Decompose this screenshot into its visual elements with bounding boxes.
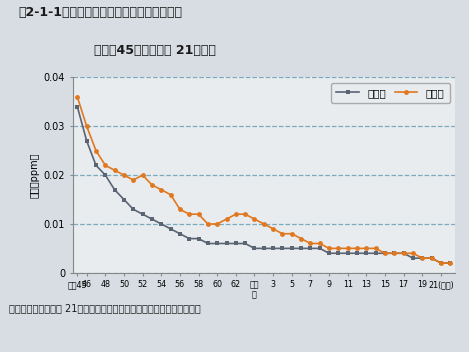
一般局 bbox=[410, 256, 416, 260]
一般局 bbox=[392, 251, 397, 256]
一般局 bbox=[270, 246, 276, 251]
自排局 bbox=[149, 183, 155, 187]
自排局 bbox=[84, 124, 90, 128]
一般局 bbox=[196, 237, 201, 241]
一般局 bbox=[75, 105, 80, 109]
一般局 bbox=[289, 246, 295, 251]
自排局 bbox=[93, 149, 99, 153]
一般局 bbox=[363, 251, 369, 256]
一般局 bbox=[447, 261, 453, 265]
一般局 bbox=[326, 251, 332, 256]
自排局 bbox=[233, 212, 239, 216]
一般局 bbox=[84, 139, 90, 143]
自排局 bbox=[112, 168, 117, 172]
自排局 bbox=[308, 241, 313, 246]
自排局 bbox=[298, 237, 304, 241]
一般局 bbox=[140, 212, 145, 216]
自排局 bbox=[438, 261, 444, 265]
Line: 一般局: 一般局 bbox=[75, 105, 453, 265]
一般局 bbox=[438, 261, 444, 265]
自排局 bbox=[280, 232, 285, 236]
一般局 bbox=[177, 232, 183, 236]
自排局 bbox=[270, 227, 276, 231]
一般局 bbox=[103, 173, 108, 177]
一般局 bbox=[242, 241, 248, 246]
Text: （昭和45年度～平成 21年度）: （昭和45年度～平成 21年度） bbox=[94, 44, 216, 57]
一般局 bbox=[354, 251, 360, 256]
自排局 bbox=[382, 251, 388, 256]
一般局 bbox=[345, 251, 350, 256]
一般局 bbox=[121, 197, 127, 202]
自排局 bbox=[326, 246, 332, 251]
一般局 bbox=[280, 246, 285, 251]
一般局 bbox=[317, 246, 323, 251]
自排局 bbox=[252, 217, 257, 221]
一般局 bbox=[382, 251, 388, 256]
自排局 bbox=[75, 95, 80, 99]
一般局 bbox=[205, 241, 211, 246]
自排局 bbox=[214, 222, 220, 226]
自排局 bbox=[447, 261, 453, 265]
一般局 bbox=[419, 256, 425, 260]
一般局 bbox=[373, 251, 378, 256]
自排局 bbox=[410, 251, 416, 256]
自排局 bbox=[373, 246, 378, 251]
一般局 bbox=[168, 227, 174, 231]
一般局 bbox=[149, 217, 155, 221]
自排局 bbox=[168, 193, 174, 197]
自排局 bbox=[205, 222, 211, 226]
一般局 bbox=[308, 246, 313, 251]
自排局 bbox=[103, 163, 108, 168]
Legend: 一般局, 自排局: 一般局, 自排局 bbox=[331, 83, 450, 103]
一般局 bbox=[112, 188, 117, 192]
自排局 bbox=[177, 207, 183, 212]
一般局 bbox=[401, 251, 407, 256]
Text: 図2-1-1　二酸化硫黄濃度の年平均値の推移: 図2-1-1 二酸化硫黄濃度の年平均値の推移 bbox=[19, 6, 183, 19]
自排局 bbox=[261, 222, 266, 226]
自排局 bbox=[401, 251, 407, 256]
自排局 bbox=[317, 241, 323, 246]
一般局 bbox=[186, 237, 192, 241]
一般局 bbox=[130, 207, 136, 212]
自排局 bbox=[429, 256, 434, 260]
Y-axis label: 濃度（ppm）: 濃度（ppm） bbox=[30, 152, 39, 198]
自排局 bbox=[159, 188, 164, 192]
一般局 bbox=[261, 246, 266, 251]
一般局 bbox=[252, 246, 257, 251]
自排局 bbox=[130, 178, 136, 182]
一般局 bbox=[93, 163, 99, 168]
自排局 bbox=[392, 251, 397, 256]
自排局 bbox=[186, 212, 192, 216]
自排局 bbox=[121, 173, 127, 177]
一般局 bbox=[298, 246, 304, 251]
Line: 自排局: 自排局 bbox=[75, 95, 453, 265]
自排局 bbox=[242, 212, 248, 216]
自排局 bbox=[363, 246, 369, 251]
Text: 資料：環境省「平成 21年度大気汚染状況について（報道発表資料）」: 資料：環境省「平成 21年度大気汚染状況について（報道発表資料）」 bbox=[9, 303, 201, 313]
自排局 bbox=[140, 173, 145, 177]
一般局 bbox=[224, 241, 229, 246]
一般局 bbox=[214, 241, 220, 246]
自排局 bbox=[289, 232, 295, 236]
自排局 bbox=[419, 256, 425, 260]
一般局 bbox=[159, 222, 164, 226]
自排局 bbox=[336, 246, 341, 251]
自排局 bbox=[196, 212, 201, 216]
自排局 bbox=[354, 246, 360, 251]
自排局 bbox=[345, 246, 350, 251]
一般局 bbox=[429, 256, 434, 260]
一般局 bbox=[336, 251, 341, 256]
自排局 bbox=[224, 217, 229, 221]
一般局 bbox=[233, 241, 239, 246]
